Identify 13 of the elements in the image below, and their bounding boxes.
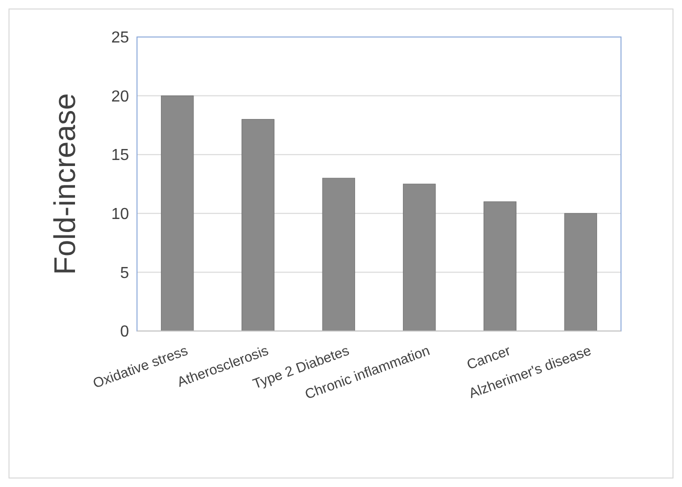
bar — [242, 119, 274, 332]
y-axis-title: Fold-increase — [49, 93, 82, 275]
y-tick-label: 25 — [111, 30, 130, 47]
bar — [322, 178, 356, 332]
y-tick-label: 20 — [111, 88, 130, 106]
y-tick-label: 0 — [120, 324, 130, 341]
bar — [484, 201, 516, 332]
y-tick-label: 10 — [111, 206, 130, 223]
bar — [402, 184, 436, 332]
y-tick-label: 15 — [111, 147, 130, 164]
bar — [160, 96, 194, 332]
bar — [564, 213, 598, 332]
y-tick-label: 5 — [120, 264, 130, 282]
